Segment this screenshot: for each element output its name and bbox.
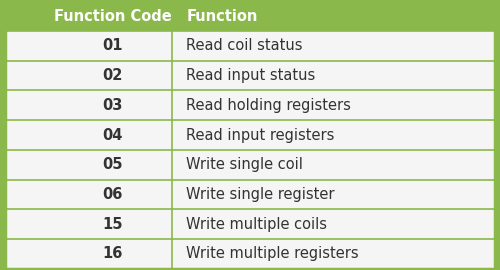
Text: 03: 03 — [102, 98, 123, 113]
FancyBboxPatch shape — [5, 90, 495, 120]
Text: Function: Function — [186, 9, 258, 24]
Text: Write single coil: Write single coil — [186, 157, 303, 172]
Text: 02: 02 — [102, 68, 123, 83]
Text: Write multiple coils: Write multiple coils — [186, 217, 328, 232]
FancyBboxPatch shape — [5, 150, 495, 180]
FancyBboxPatch shape — [5, 239, 495, 269]
Text: Write multiple registers: Write multiple registers — [186, 246, 359, 261]
Text: 15: 15 — [102, 217, 123, 232]
Text: Read input registers: Read input registers — [186, 127, 334, 143]
Text: 01: 01 — [102, 38, 123, 53]
FancyBboxPatch shape — [5, 180, 495, 209]
Text: Read input status: Read input status — [186, 68, 316, 83]
FancyBboxPatch shape — [5, 61, 495, 90]
Text: Function Code: Function Code — [54, 9, 172, 24]
Text: 06: 06 — [102, 187, 123, 202]
FancyBboxPatch shape — [5, 1, 495, 31]
Text: Write single register: Write single register — [186, 187, 335, 202]
Text: 05: 05 — [102, 157, 123, 172]
Text: Read holding registers: Read holding registers — [186, 98, 351, 113]
Text: Read coil status: Read coil status — [186, 38, 303, 53]
FancyBboxPatch shape — [5, 209, 495, 239]
FancyBboxPatch shape — [5, 31, 495, 61]
Text: 16: 16 — [102, 246, 123, 261]
Text: 04: 04 — [102, 127, 123, 143]
FancyBboxPatch shape — [5, 120, 495, 150]
